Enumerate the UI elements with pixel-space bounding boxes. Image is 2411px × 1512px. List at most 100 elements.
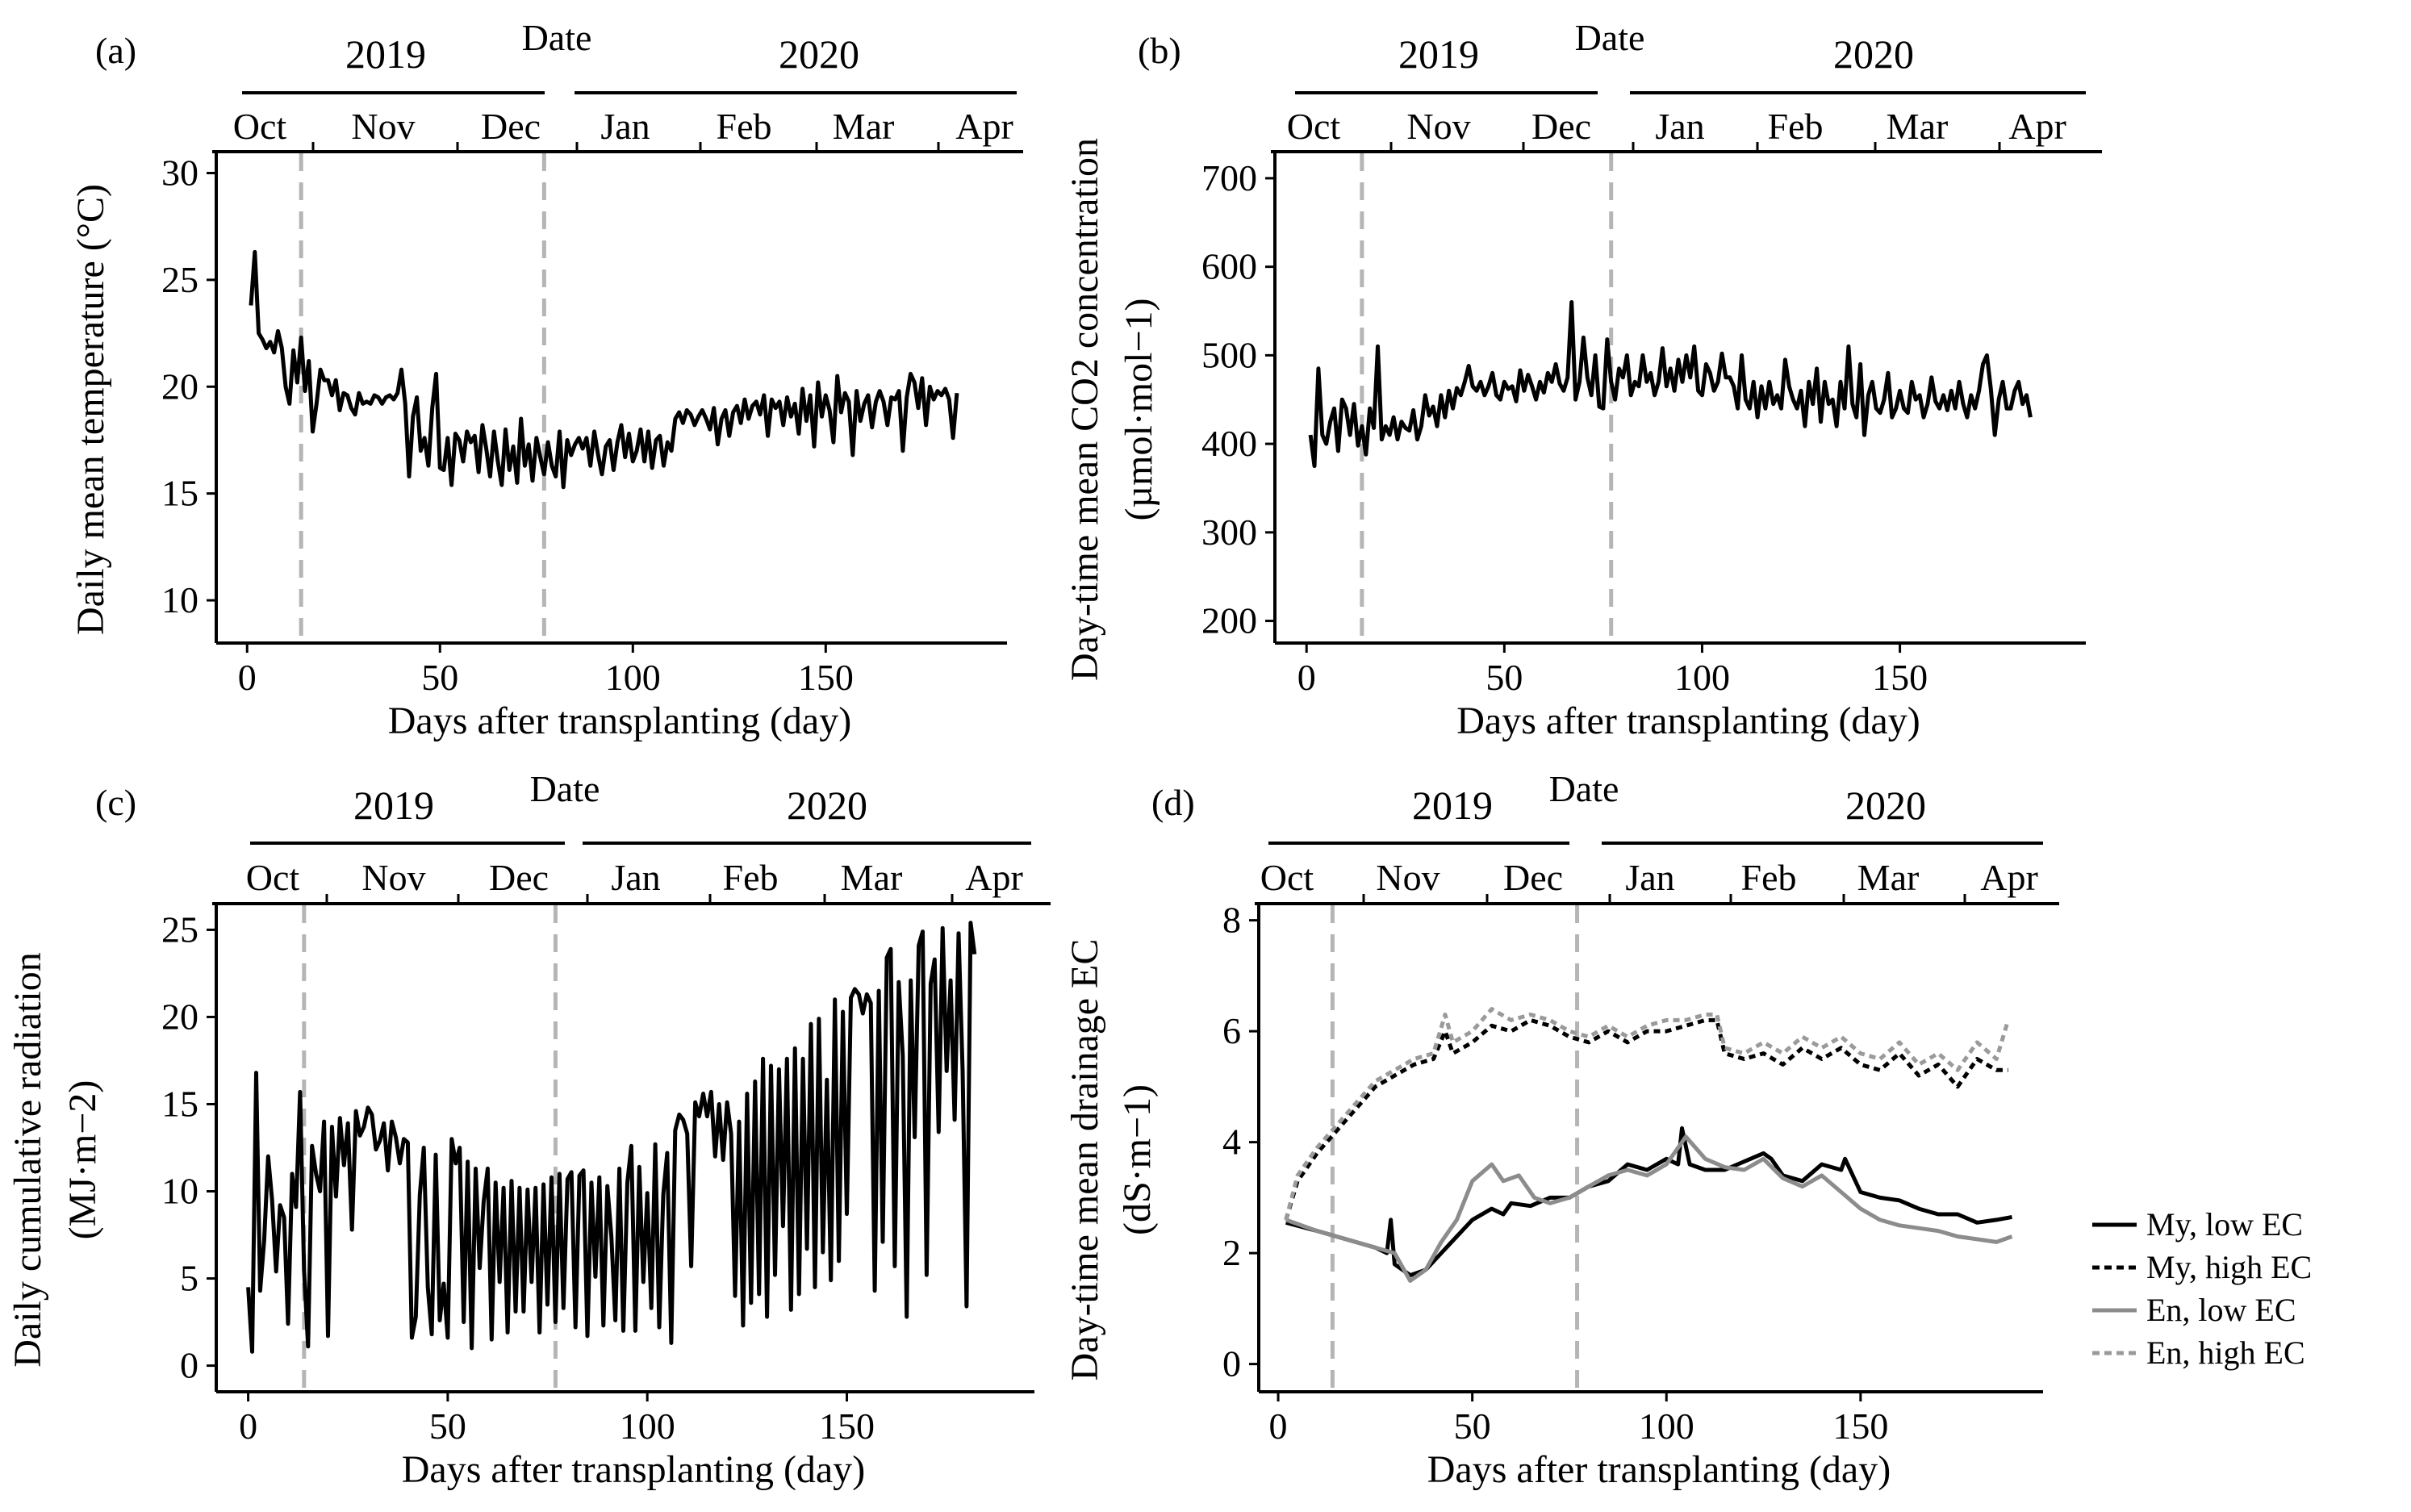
month-label-apr: Apr [1980, 857, 2038, 898]
series-line-radiation [246, 921, 977, 1354]
panel-b: (b) Date 2019 2020 Oct Nov Dec Jan Feb Mar Apr 200 3… [1063, 17, 2102, 742]
month-label-apr: Apr [2008, 106, 2066, 147]
y-tick-label: 500 [1201, 334, 1257, 375]
y-tick-label: 15 [161, 473, 198, 514]
month-label-nov: Nov [1406, 106, 1470, 147]
x-tick-label: 150 [1832, 1405, 1888, 1447]
y-axis-title: Daily mean temperature (°C) [69, 184, 112, 635]
month-label-nov: Nov [351, 106, 415, 147]
y-tick-label: 0 [1222, 1343, 1241, 1385]
year-label-2020: 2020 [779, 31, 859, 77]
series-line-my-low-ec [1285, 1126, 2012, 1278]
panel-label: (c) [95, 782, 136, 823]
y-tick-label: 10 [161, 1171, 198, 1212]
panel-a: (a) Date 2019 2020 Oct Nov Dec Jan Feb Mar Apr 10 15… [69, 17, 1023, 742]
month-label-mar: Mar [841, 857, 903, 898]
month-label-nov: Nov [361, 857, 425, 898]
y-tick-label: 2 [1222, 1232, 1241, 1273]
y-tick-label: 30 [161, 152, 198, 193]
date-axis-title: Date [530, 768, 600, 809]
y-tick-label: 25 [161, 259, 198, 300]
y-axis-title-units: (µmol·mol−1) [1118, 298, 1160, 520]
month-label-oct: Oct [233, 106, 287, 147]
month-label-oct: Oct [1260, 857, 1314, 898]
month-label-dec: Dec [481, 106, 541, 147]
series-line-en-low-ec [1285, 1134, 2013, 1283]
month-label-apr: Apr [965, 857, 1023, 898]
legend-label: My, high EC [2146, 1249, 2312, 1285]
x-tick-label: 150 [798, 657, 854, 698]
y-tick-label: 6 [1222, 1010, 1241, 1051]
legend-label: En, high EC [2146, 1334, 2305, 1371]
month-label-feb: Feb [1741, 857, 1797, 898]
year-label-2019: 2019 [1398, 31, 1479, 77]
y-tick-label: 10 [161, 579, 198, 620]
x-tick-label: 50 [1485, 657, 1523, 698]
y-tick-label: 25 [161, 908, 198, 950]
y-axis-title-units: (MJ·m−2) [61, 1080, 104, 1240]
y-tick-label: 700 [1201, 157, 1257, 198]
month-label-jan: Jan [1625, 857, 1674, 898]
date-axis-title: Date [1575, 17, 1645, 58]
x-tick-label: 150 [1872, 657, 1928, 698]
panel-label: (a) [95, 30, 136, 71]
month-label-nov: Nov [1376, 857, 1439, 898]
y-tick-label: 8 [1222, 900, 1241, 941]
x-tick-label: 100 [620, 1405, 675, 1447]
series-line-my-high-ec [1284, 1017, 2008, 1221]
y-axis-title: Daily cumulative radiation [6, 952, 49, 1368]
month-label-mar: Mar [1857, 857, 1920, 898]
x-axis-title: Days after transplanting (day) [388, 700, 851, 742]
x-tick-label: 100 [1639, 1405, 1694, 1447]
date-axis-title: Date [1549, 768, 1619, 809]
year-label-2019: 2019 [345, 31, 426, 77]
x-tick-label: 0 [239, 1405, 257, 1447]
x-tick-label: 0 [238, 657, 257, 698]
year-label-2020: 2020 [1845, 783, 1926, 828]
year-label-2020: 2020 [1833, 31, 1914, 77]
x-axis-title: Days after transplanting (day) [1456, 700, 1920, 742]
month-label-dec: Dec [1531, 106, 1591, 147]
series-line-temperature [249, 249, 959, 490]
x-tick-label: 50 [429, 1405, 466, 1447]
month-label-feb: Feb [723, 857, 779, 898]
y-tick-label: 0 [180, 1345, 198, 1386]
panel-label: (d) [1151, 782, 1195, 823]
month-label-feb: Feb [1768, 106, 1824, 147]
y-tick-label: 400 [1201, 423, 1257, 464]
y-tick-label: 5 [180, 1258, 198, 1299]
x-tick-label: 0 [1297, 657, 1316, 698]
y-tick-label: 200 [1201, 600, 1257, 641]
date-axis-title: Date [522, 17, 592, 58]
y-axis-title: Day-time mean drainage EC [1063, 939, 1106, 1381]
y-tick-label: 4 [1222, 1121, 1241, 1163]
x-tick-label: 50 [421, 657, 458, 698]
month-label-mar: Mar [833, 106, 895, 147]
y-tick-label: 15 [161, 1083, 198, 1124]
x-tick-label: 150 [819, 1405, 875, 1447]
month-label-mar: Mar [1887, 106, 1949, 147]
panel-c: (c) Date 2019 2020 Oct Nov Dec Jan Feb Mar Apr 0 5 10… [6, 768, 1051, 1491]
y-tick-label: 600 [1201, 246, 1257, 287]
x-tick-label: 100 [1674, 657, 1730, 698]
panel-d: (d) Date 2019 2020 Oct Nov Dec Jan Feb Mar Apr 0 2 4 6… [1063, 768, 2312, 1491]
panel-label: (b) [1138, 30, 1181, 71]
legend-label: My, low EC [2146, 1206, 2303, 1243]
month-label-oct: Oct [246, 857, 300, 898]
y-axis-title: Day-time mean CO2 concentration [1063, 138, 1106, 681]
month-label-jan: Jan [600, 106, 650, 147]
month-label-dec: Dec [1503, 857, 1563, 898]
y-axis-title-units: (dS·m−1) [1116, 1084, 1159, 1235]
x-tick-label: 100 [605, 657, 661, 698]
series-line-en-high-ec [1284, 1007, 2011, 1221]
x-tick-label: 50 [1454, 1405, 1491, 1447]
month-label-apr: Apr [955, 106, 1013, 147]
series-line-co2 [1308, 300, 2033, 468]
year-label-2019: 2019 [1412, 783, 1493, 828]
month-label-jan: Jan [1655, 106, 1704, 147]
month-label-dec: Dec [489, 857, 549, 898]
x-tick-label: 0 [1269, 1405, 1288, 1447]
year-label-2020: 2020 [787, 783, 867, 828]
y-tick-label: 20 [161, 365, 198, 407]
